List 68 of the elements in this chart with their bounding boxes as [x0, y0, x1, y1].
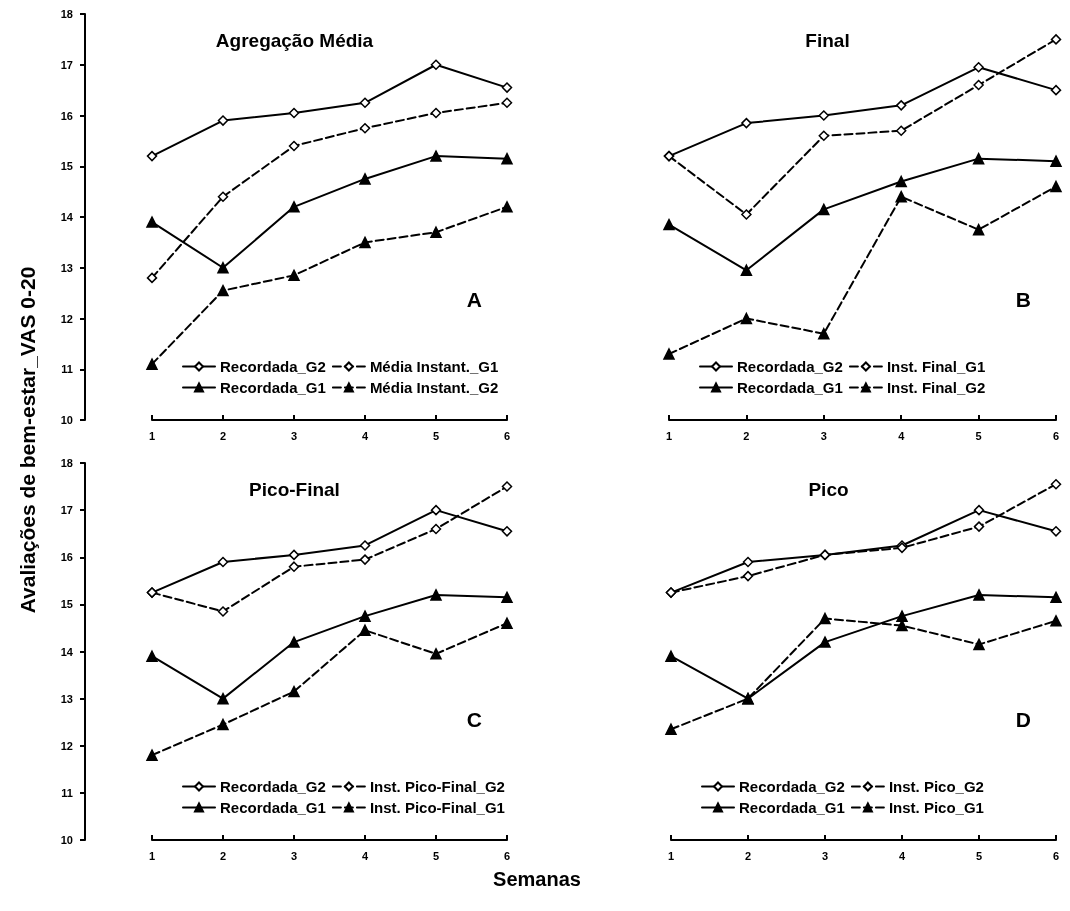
legend-label: Recordada_G1 — [220, 799, 326, 816]
x-tick-label: 3 — [820, 429, 827, 442]
legend-label: Inst. Pico_G1 — [888, 799, 984, 816]
text: Pico — [808, 479, 849, 500]
x-tick-label: 5 — [432, 849, 440, 862]
legend-label: Inst. Pico_G2 — [888, 778, 984, 795]
x-tick-label: 6 — [1052, 429, 1060, 442]
text: Pico-Final — [249, 479, 340, 500]
x-axis-title: Semanas — [493, 868, 581, 891]
legend-label: Recordada_G1 — [220, 379, 326, 396]
x-tick-label: 6 — [503, 429, 511, 442]
x-tick-label: 3 — [290, 849, 298, 862]
x-tick-label: 3 — [821, 849, 829, 862]
x-tick-label: 1 — [667, 849, 675, 862]
legend-label: Recordada_G2 — [737, 358, 843, 375]
x-tick-label: 2 — [744, 849, 752, 862]
y-tick-label: 12 — [60, 739, 73, 752]
legend-label: Média Instant._G1 — [369, 358, 499, 375]
x-tick-label: 2 — [743, 429, 750, 442]
y-tick-label: 11 — [61, 786, 73, 799]
x-tick-label: 6 — [1052, 849, 1060, 862]
legend-label: Inst. Final_G1 — [886, 358, 986, 375]
legend-label: Inst. Pico-Final_G1 — [369, 799, 505, 816]
legend-label: Recordada_G2 — [220, 778, 326, 795]
x-tick-label: 1 — [665, 429, 673, 442]
x-tick-label: 4 — [898, 849, 906, 862]
legend-label: Recordada_G1 — [737, 379, 843, 396]
y-tick-label: 15 — [60, 160, 73, 173]
x-tick-label: 1 — [148, 849, 156, 862]
y-tick-label: 13 — [60, 261, 73, 274]
y-tick-label: 12 — [60, 312, 73, 325]
annotation: D — [1015, 708, 1032, 731]
x-tick-label: 3 — [290, 429, 298, 442]
legend-label: Média Instant._G2 — [369, 379, 499, 396]
x-tick-label: 6 — [503, 849, 511, 862]
annotation: B — [1015, 288, 1032, 311]
y-tick-label: 16 — [60, 551, 73, 564]
y-tick-label: 11 — [61, 363, 73, 376]
x-tick-label: 1 — [148, 429, 156, 442]
y-tick-label: 13 — [60, 692, 73, 705]
x-tick-label: 4 — [361, 429, 369, 442]
legend-label: Inst. Pico-Final_G2 — [369, 778, 505, 795]
x-tick-label: 2 — [219, 849, 227, 862]
y-tick-label: 14 — [60, 211, 74, 223]
annotation: A — [466, 288, 483, 311]
legend-label: Recordada_G2 — [220, 358, 326, 375]
y-tick-label: 10 — [60, 414, 73, 426]
x-tick-label: 5 — [975, 429, 982, 442]
y-tick-label: 15 — [60, 598, 73, 611]
x-tick-label: 4 — [361, 849, 369, 862]
legend-label: Recordada_G1 — [739, 799, 845, 816]
legend-label: Inst. Final_G2 — [886, 379, 986, 396]
y-tick-label: 10 — [60, 834, 73, 846]
y-tick-label: 17 — [60, 58, 73, 71]
y-tick-label: 17 — [60, 504, 73, 517]
y-tick-label: 18 — [60, 457, 73, 469]
y-tick-label: 16 — [60, 109, 73, 122]
y-axis-title: Avaliações de bem-estar_VAS 0-20 — [16, 266, 40, 614]
text: Agregação Média — [215, 30, 374, 51]
legend-label: Recordada_G2 — [739, 778, 845, 795]
x-tick-label: 5 — [975, 849, 983, 862]
y-tick-label: 18 — [60, 8, 73, 20]
y-tick-label: 14 — [60, 645, 74, 658]
x-tick-label: 4 — [898, 429, 906, 442]
x-tick-label: 2 — [219, 429, 227, 442]
x-tick-label: 5 — [432, 429, 440, 442]
text: Final — [805, 30, 850, 51]
annotation: C — [466, 708, 483, 731]
